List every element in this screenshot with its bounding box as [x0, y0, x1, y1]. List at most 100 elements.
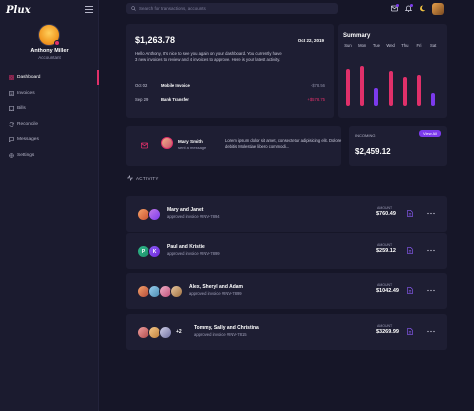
view-all-button[interactable]: View All — [419, 130, 441, 137]
sidebar-item-label: Settings — [17, 152, 35, 158]
activity-names: Alex, Sheryl and Adam — [189, 284, 243, 290]
avatar[interactable] — [148, 208, 161, 221]
transaction-name: Mobile Invoice — [161, 83, 190, 88]
profile-name: Anthony Miller — [30, 48, 69, 54]
activity-icon — [127, 175, 133, 181]
sidebar-item-label: Dashboard — [17, 75, 41, 81]
summary-bar[interactable] — [388, 71, 393, 106]
user-avatar[interactable] — [432, 3, 444, 15]
balance-card: $1,263.78 Oct 22, 2019 Hello Anthony, It… — [126, 24, 334, 118]
amount-label: AMOUNT — [377, 324, 393, 328]
welcome-message: Hello Anthony, It's nice to see you agai… — [135, 51, 282, 62]
activity-card[interactable]: +2 Tommy, Sally and Christina approved inv… — [126, 314, 447, 350]
sidebar-item-bills[interactable]: Bills — [0, 101, 99, 117]
notification-dot — [410, 4, 413, 7]
activity-description: approved invoice #INV-7894 — [167, 214, 220, 219]
mail-icon[interactable] — [391, 4, 399, 12]
dashboard-icon — [9, 75, 14, 81]
gear-icon — [9, 153, 14, 158]
activity-description: approved invoice #INV-7815 — [194, 332, 247, 337]
sidebar-item-settings[interactable]: Settings — [0, 148, 99, 164]
transaction-amount: -$78.56 — [310, 83, 325, 88]
sidebar-item-label: Reconcile — [17, 121, 39, 127]
message-preview: Lorem ipsum dolor sit amet, consectetur … — [225, 138, 342, 149]
amount-value: $1042.49 — [376, 288, 399, 294]
bell-icon[interactable] — [405, 4, 413, 12]
app-logo[interactable]: Plux — [6, 5, 31, 16]
summary-bar[interactable] — [402, 77, 407, 106]
more-options-icon[interactable] — [427, 249, 435, 252]
search-bar — [126, 3, 338, 14]
sidebar-item-messages[interactable]: Messages — [0, 132, 99, 148]
document-icon[interactable] — [407, 328, 413, 335]
summary-bar[interactable] — [431, 93, 436, 106]
more-avatars-count[interactable]: +2 — [176, 329, 182, 335]
reconcile-icon — [9, 122, 14, 127]
sidebar-item-invoices[interactable]: Invoices — [0, 86, 99, 102]
avatar[interactable]: K — [148, 245, 161, 258]
summary-day-labels: Sun Mon Tue Wed Thu Fri Sat — [338, 43, 447, 49]
avatar-status-badge — [54, 40, 60, 46]
transaction-row[interactable]: Oct 02 Mobile Invoice -$78.56 — [135, 81, 325, 90]
incoming-label: INCOMING — [355, 133, 376, 138]
summary-bar-chart — [338, 50, 447, 132]
message-icon — [9, 137, 14, 143]
sidebar-item-dashboard[interactable]: Dashboard — [0, 70, 99, 86]
transaction-date: Sep 29 — [135, 97, 149, 102]
moon-icon[interactable] — [420, 5, 427, 12]
sidebar-item-label: Messages — [17, 137, 39, 143]
sender-name: Mary Smith — [178, 139, 203, 144]
activity-card[interactable]: Mary and Janet approved invoice #INV-7894… — [126, 196, 447, 232]
amount-value: $760.49 — [376, 211, 396, 217]
activity-title: ACTIVITY — [136, 175, 159, 181]
document-icon[interactable] — [407, 247, 413, 254]
day-label: Sun — [344, 43, 352, 48]
activity-names: Paul and Kristie — [167, 244, 205, 250]
more-options-icon[interactable] — [427, 330, 435, 333]
amount-label: AMOUNT — [377, 206, 393, 210]
amount-label: AMOUNT — [377, 243, 393, 247]
summary-bar[interactable] — [346, 69, 350, 106]
sender-subtitle: sent a message — [178, 145, 207, 150]
activity-description: approved invoice #INV-7899 — [189, 291, 242, 296]
day-label: Fri — [416, 43, 422, 48]
balance-amount: $1,263.78 — [135, 35, 176, 45]
activity-card[interactable]: P K Paul and Kristie approved invoice #INV-… — [126, 233, 447, 269]
avatar[interactable] — [38, 24, 60, 46]
summary-card: Summary Sun Mon Tue Wed Thu Fri Sat — [338, 24, 447, 118]
more-options-icon[interactable] — [427, 289, 435, 292]
activity-names: Mary and Janet — [167, 207, 204, 213]
day-label: Wed — [386, 43, 395, 48]
sidebar-item-label: Bills — [17, 106, 26, 112]
avatar[interactable] — [159, 326, 172, 339]
sender-avatar[interactable] — [161, 137, 173, 149]
incoming-card: INCOMING View All $2,459.12 — [349, 126, 447, 166]
mail-icon — [141, 142, 148, 149]
transaction-date: Oct 02 — [135, 83, 148, 88]
summary-bar[interactable] — [417, 75, 421, 106]
activity-header: ACTIVITY — [127, 175, 159, 181]
sidebar-item-label: Invoices — [17, 90, 35, 96]
activity-card[interactable]: Alex, Sheryl and Adam approved invoice #I… — [126, 273, 447, 309]
document-icon[interactable] — [407, 210, 413, 217]
sidebar-nav: Dashboard Invoices Bills Reconcile Messa… — [0, 70, 99, 163]
day-label: Thu — [401, 43, 409, 48]
document-icon[interactable] — [407, 287, 413, 294]
search-icon — [131, 6, 136, 11]
amount-value: $3269.99 — [376, 329, 399, 335]
invoice-icon — [9, 90, 14, 96]
transaction-row[interactable]: Sep 29 Bank Transfer +$578.75 — [135, 95, 325, 104]
search-input[interactable] — [139, 6, 329, 11]
notification-dot — [396, 4, 399, 7]
menu-icon[interactable] — [85, 6, 93, 13]
summary-bar[interactable] — [360, 66, 365, 106]
day-label: Tue — [372, 43, 380, 48]
summary-title: Summary — [343, 33, 371, 39]
amount-label: AMOUNT — [377, 283, 393, 287]
incoming-amount: $2,459.12 — [355, 147, 391, 156]
sidebar-item-reconcile[interactable]: Reconcile — [0, 117, 99, 133]
activity-description: approved invoice #INV-7899 — [167, 251, 220, 256]
summary-bar[interactable] — [374, 88, 379, 106]
more-options-icon[interactable] — [427, 212, 435, 215]
avatar[interactable] — [170, 285, 183, 298]
